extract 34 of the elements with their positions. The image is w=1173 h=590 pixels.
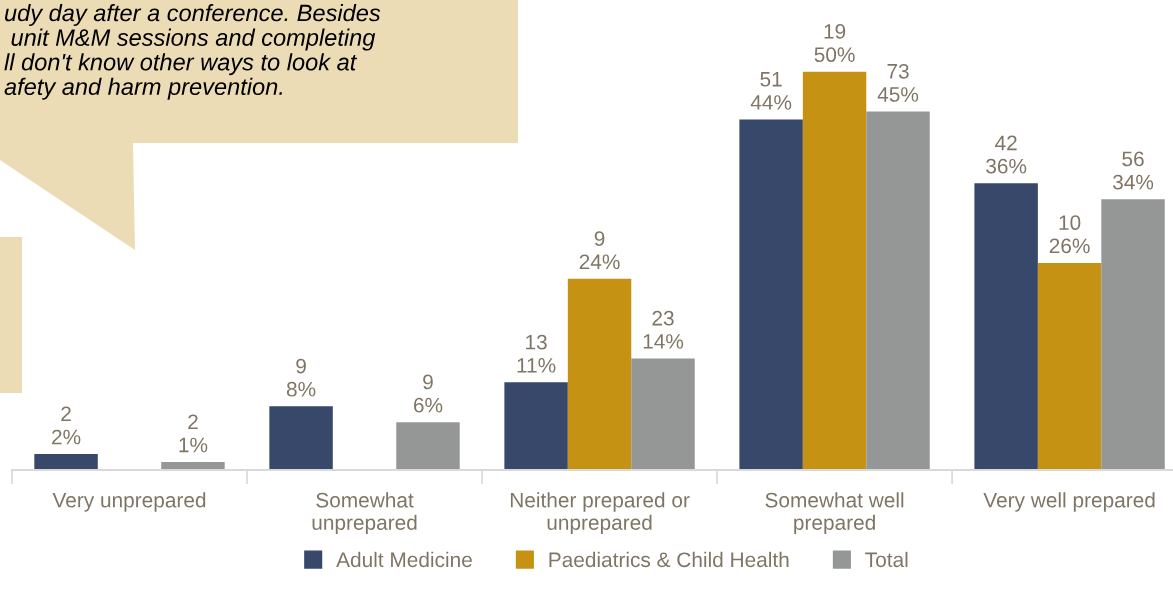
bar [1037,262,1102,470]
data-label: 56 34% [1112,151,1154,190]
bar [396,422,460,470]
bar [504,382,568,470]
data-label: 9 6% [413,374,443,413]
legend-label: Paediatrics & Child Health [549,551,789,568]
bar [567,278,632,470]
data-label: 9 8% [286,358,316,397]
bar [739,119,803,470]
data-label: 23 14% [643,310,684,349]
data-label: 10 26% [1049,215,1090,254]
bar [34,454,98,470]
bar [1101,199,1165,470]
data-label: 42 36% [986,135,1027,174]
data-label: 19 50% [814,24,855,63]
annotation: udy day after a conference. Besides unit M&M sessions and completing ll don't know other ways to look at afety and harm prevention. [4,4,381,100]
data-label: 2 1% [179,414,208,453]
bar [631,358,695,470]
bar [802,71,867,470]
data-label: 9 24% [579,231,620,270]
data-label: 51 44% [750,72,792,110]
x-tick-label: Neither prepared or unprepared [510,492,690,535]
x-tick-label: Very unprepared [52,492,206,512]
legend-label: Total [865,551,908,568]
bar [866,111,930,470]
bar [974,183,1038,470]
data-label: 13 11% [517,334,556,373]
legend-label: Adult Medicine [336,551,472,568]
x-tick-label: Somewhat unprepared [312,492,417,535]
data-label: 2 2% [52,406,81,445]
data-label: 73 45% [877,63,919,102]
x-tick-label: Very well prepared [983,492,1155,512]
bar [269,406,333,470]
x-tick-label: Somewhat well prepared [765,492,904,535]
